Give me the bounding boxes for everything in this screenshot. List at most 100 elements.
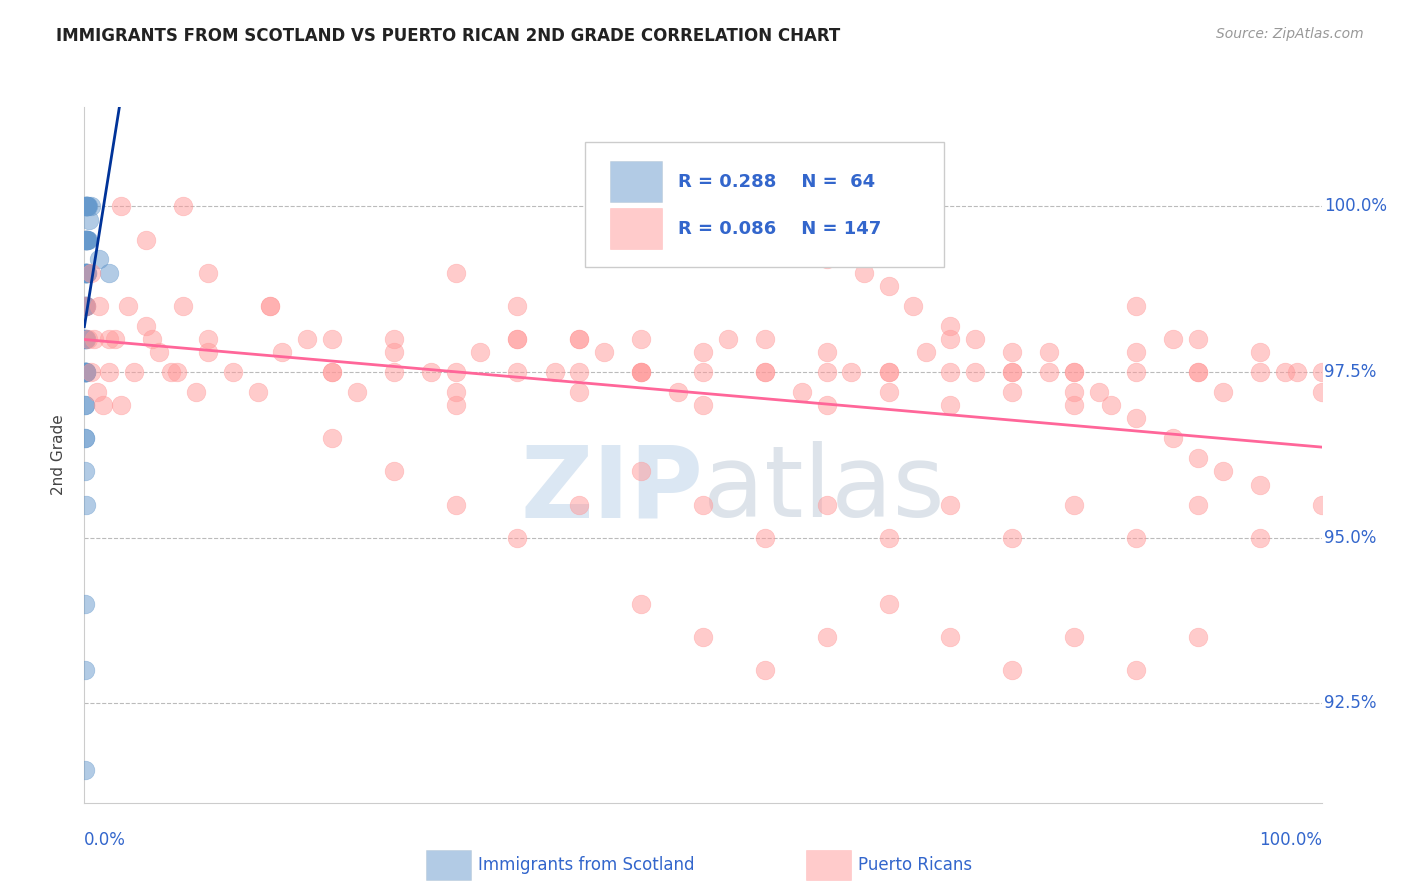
Point — [1001, 365, 1024, 379]
Point — [75, 365, 97, 379]
Point — [1125, 531, 1147, 545]
Point — [382, 332, 405, 346]
Point — [692, 212, 714, 227]
Point — [790, 384, 813, 399]
Point — [754, 531, 776, 545]
Point — [104, 332, 127, 346]
FancyBboxPatch shape — [610, 161, 662, 202]
Text: 97.5%: 97.5% — [1324, 363, 1376, 381]
Point — [815, 252, 838, 267]
Point — [815, 398, 838, 412]
Point — [75, 199, 97, 213]
Point — [1310, 365, 1333, 379]
Point — [76, 266, 98, 280]
Point — [76, 233, 98, 247]
Point — [506, 299, 529, 313]
Point — [1161, 332, 1184, 346]
Point — [75, 365, 97, 379]
Point — [75, 498, 97, 512]
Point — [98, 332, 121, 346]
Point — [382, 465, 405, 479]
Point — [692, 498, 714, 512]
Point — [1249, 477, 1271, 491]
Point — [75, 365, 97, 379]
Text: atlas: atlas — [703, 442, 945, 538]
Point — [593, 345, 616, 359]
Point — [1187, 332, 1209, 346]
Point — [75, 332, 97, 346]
Point — [271, 345, 294, 359]
Point — [877, 531, 900, 545]
Point — [382, 365, 405, 379]
Point — [543, 365, 565, 379]
Point — [692, 398, 714, 412]
Point — [75, 233, 97, 247]
Point — [877, 597, 900, 611]
Point — [1249, 365, 1271, 379]
Point — [419, 365, 441, 379]
Point — [1125, 663, 1147, 677]
Point — [1099, 398, 1122, 412]
Point — [1038, 365, 1060, 379]
Point — [877, 384, 900, 399]
Point — [444, 498, 467, 512]
Point — [110, 398, 132, 412]
Point — [568, 498, 591, 512]
Point — [1212, 465, 1234, 479]
Point — [75, 365, 97, 379]
Point — [1063, 384, 1085, 399]
Point — [76, 233, 98, 247]
Point — [73, 597, 96, 611]
Point — [444, 266, 467, 280]
Point — [73, 199, 96, 213]
Point — [1187, 365, 1209, 379]
Point — [1249, 345, 1271, 359]
Point — [89, 299, 111, 313]
Point — [166, 365, 188, 379]
Text: IMMIGRANTS FROM SCOTLAND VS PUERTO RICAN 2ND GRADE CORRELATION CHART: IMMIGRANTS FROM SCOTLAND VS PUERTO RICAN… — [56, 27, 841, 45]
Point — [75, 199, 97, 213]
Point — [172, 299, 194, 313]
Point — [692, 630, 714, 644]
Point — [630, 465, 652, 479]
Point — [75, 233, 97, 247]
Text: Puerto Ricans: Puerto Ricans — [858, 856, 972, 874]
Point — [506, 332, 529, 346]
Point — [444, 365, 467, 379]
Text: 92.5%: 92.5% — [1324, 694, 1376, 713]
Text: 95.0%: 95.0% — [1324, 529, 1376, 547]
Point — [89, 252, 111, 267]
Point — [815, 365, 838, 379]
Point — [75, 332, 97, 346]
Point — [75, 299, 97, 313]
Point — [75, 398, 97, 412]
Point — [1125, 299, 1147, 313]
Point — [75, 431, 97, 445]
Point — [815, 630, 838, 644]
Point — [122, 365, 145, 379]
Point — [1187, 365, 1209, 379]
Point — [77, 233, 100, 247]
Point — [75, 332, 97, 346]
Point — [1038, 345, 1060, 359]
Point — [877, 365, 900, 379]
Point — [444, 398, 467, 412]
Point — [1285, 365, 1308, 379]
Point — [939, 318, 962, 333]
Point — [222, 365, 245, 379]
Point — [75, 233, 97, 247]
Point — [965, 365, 987, 379]
Point — [75, 365, 97, 379]
Point — [73, 332, 96, 346]
Point — [852, 266, 875, 280]
Text: Immigrants from Scotland: Immigrants from Scotland — [478, 856, 695, 874]
Point — [75, 266, 97, 280]
Point — [939, 630, 962, 644]
Point — [76, 199, 98, 213]
Point — [75, 365, 97, 379]
Point — [76, 233, 98, 247]
Point — [754, 663, 776, 677]
Point — [75, 233, 97, 247]
Point — [444, 384, 467, 399]
Point — [79, 199, 101, 213]
